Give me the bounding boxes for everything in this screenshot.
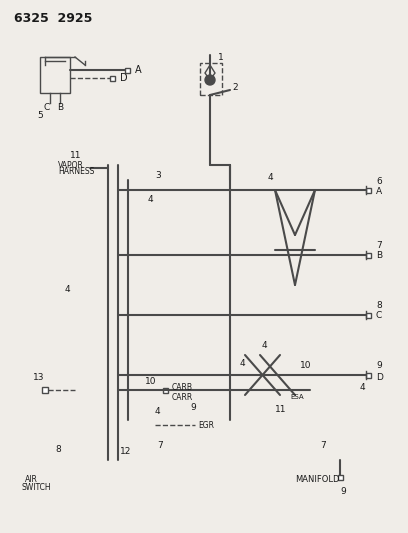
Text: D: D — [120, 73, 128, 83]
Text: B: B — [376, 252, 382, 261]
Text: 1: 1 — [218, 53, 224, 62]
Text: 9: 9 — [340, 488, 346, 497]
Bar — [42, 387, 48, 393]
Bar — [366, 253, 370, 257]
Text: 7: 7 — [157, 440, 163, 449]
Text: 6325  2925: 6325 2925 — [14, 12, 92, 25]
Text: C: C — [43, 102, 49, 111]
Text: 3: 3 — [155, 171, 161, 180]
Text: CARR: CARR — [172, 392, 193, 401]
Bar — [162, 387, 168, 392]
Text: CARB: CARB — [172, 383, 193, 392]
Text: 10: 10 — [300, 360, 311, 369]
Text: 2: 2 — [232, 84, 237, 93]
Bar — [366, 188, 370, 192]
Text: HARNESS: HARNESS — [58, 167, 94, 176]
Bar — [109, 76, 115, 80]
Text: 12: 12 — [120, 448, 131, 456]
Text: 13: 13 — [33, 374, 44, 383]
Text: 4: 4 — [360, 383, 366, 392]
Text: 10: 10 — [145, 377, 157, 386]
Text: VAPOR: VAPOR — [58, 160, 84, 169]
Text: 7: 7 — [376, 240, 382, 249]
Text: 9: 9 — [376, 360, 382, 369]
Text: A: A — [135, 65, 142, 75]
Text: 8: 8 — [55, 446, 61, 455]
Bar — [337, 474, 342, 480]
Text: A: A — [376, 187, 382, 196]
Text: AIR: AIR — [25, 475, 38, 484]
Text: C: C — [376, 311, 382, 320]
Text: 7: 7 — [320, 440, 326, 449]
Text: 4: 4 — [148, 196, 154, 205]
Text: SWITCH: SWITCH — [22, 482, 52, 491]
Text: 9: 9 — [190, 402, 196, 411]
Text: 4: 4 — [65, 286, 71, 295]
Text: 4: 4 — [268, 174, 274, 182]
Text: 4: 4 — [240, 359, 246, 367]
Text: 11: 11 — [275, 406, 286, 415]
Text: 5: 5 — [37, 110, 43, 119]
Text: MANIFOLD: MANIFOLD — [295, 475, 339, 484]
Bar — [366, 373, 370, 377]
Text: 8: 8 — [376, 301, 382, 310]
Text: B: B — [57, 102, 63, 111]
Bar — [40, 57, 70, 93]
Text: 6: 6 — [376, 177, 382, 187]
Text: ESA: ESA — [290, 394, 304, 400]
Text: EGR: EGR — [198, 421, 214, 430]
Bar — [124, 68, 129, 72]
Bar — [366, 312, 370, 318]
Text: 4: 4 — [155, 408, 161, 416]
Text: D: D — [376, 373, 383, 382]
Bar — [200, 63, 222, 95]
Text: 4: 4 — [262, 341, 268, 350]
Text: 11: 11 — [70, 150, 82, 159]
Circle shape — [205, 75, 215, 85]
